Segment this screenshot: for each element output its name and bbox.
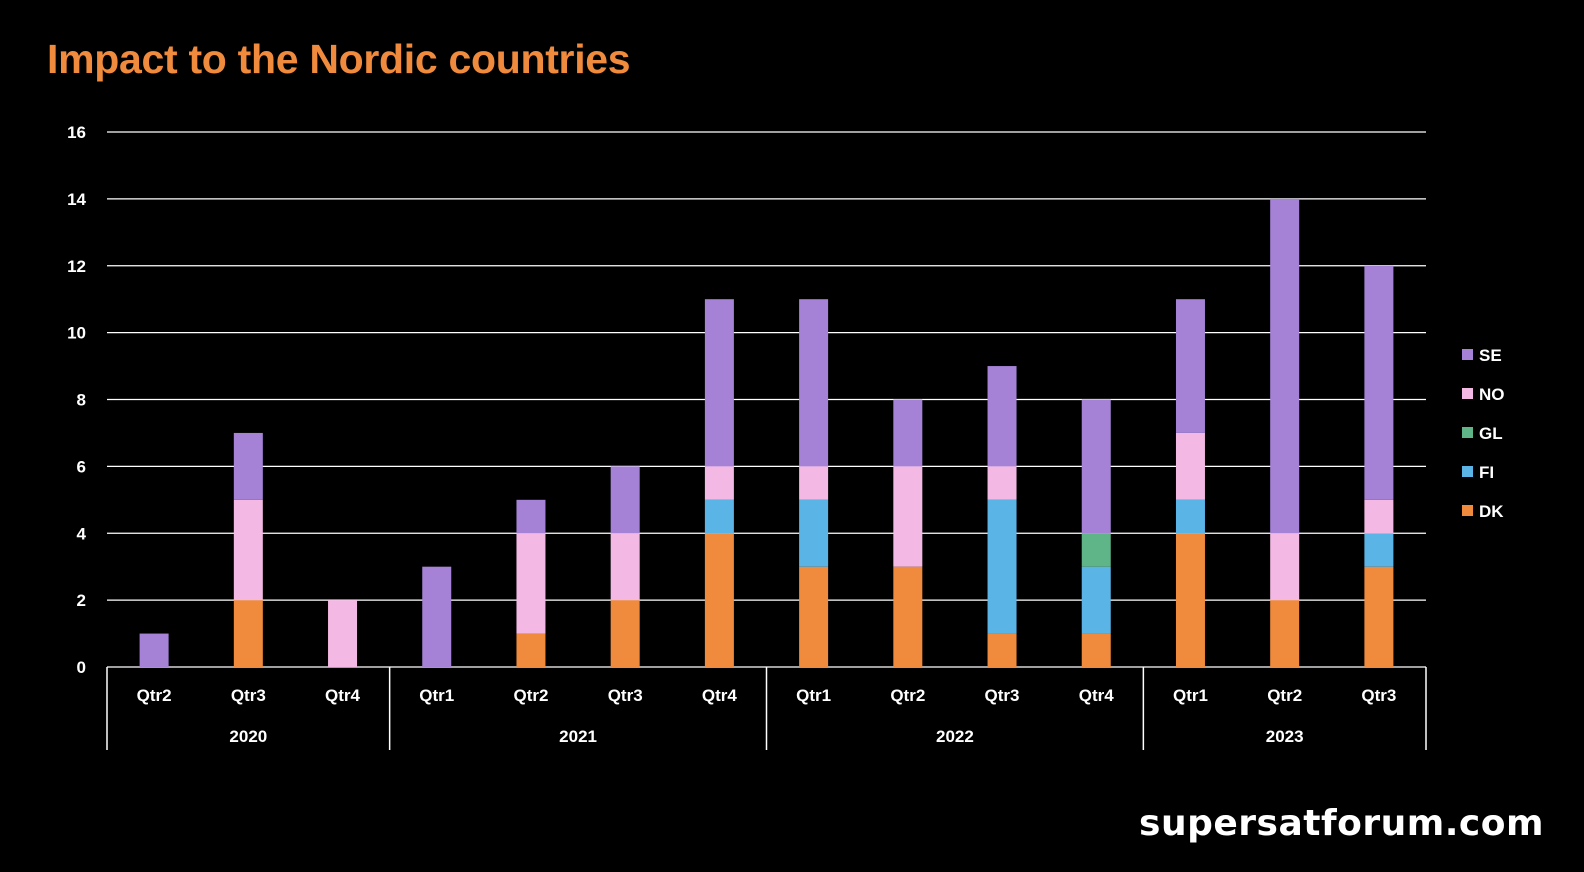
- bar-segment-dk: [987, 633, 1017, 667]
- bar-segment-se: [516, 499, 546, 534]
- bar-segment-se: [987, 366, 1017, 467]
- legend: SE NO GL FI DK: [1462, 346, 1505, 521]
- x-tick-label: Qtr2: [513, 686, 548, 705]
- x-tick-label: Qtr3: [985, 686, 1020, 705]
- legend-swatch-se: [1462, 349, 1473, 360]
- x-tick-label: Qtr2: [890, 686, 925, 705]
- bar-segment-se: [139, 633, 169, 667]
- legend-label: GL: [1479, 424, 1503, 443]
- bar-segment-dk: [704, 533, 734, 667]
- x-tick-label: Qtr1: [1173, 686, 1208, 705]
- bar-segment-no: [1364, 499, 1394, 534]
- y-axis-ticks: 0 2 4 6 8 10 12 14 16: [67, 123, 86, 677]
- legend-label: SE: [1479, 346, 1502, 365]
- bar-segment-fi: [799, 499, 829, 567]
- bar-segment-no: [328, 600, 358, 667]
- y-tick-label: 2: [77, 591, 86, 610]
- x-tick-label: Qtr3: [231, 686, 266, 705]
- x-tick-label: Qtr2: [1267, 686, 1302, 705]
- y-tick-label: 12: [67, 257, 86, 276]
- y-tick-label: 4: [77, 524, 87, 543]
- x-axis: Qtr2 Qtr3 Qtr4 Qtr1 Qtr2 Qtr3 Qtr4 Qtr1 Qtr2 Qtr3…: [106, 667, 1427, 750]
- bar-segment-se: [1270, 198, 1300, 534]
- bar-segment-fi: [1364, 533, 1394, 567]
- bar-segment-dk: [233, 600, 263, 667]
- y-tick-label: 10: [67, 324, 86, 343]
- bar-segment-fi: [987, 499, 1017, 634]
- bar-segment-no: [516, 533, 546, 634]
- watermark-text: supersatforum.com: [1139, 803, 1544, 844]
- bar-segment-se: [233, 432, 263, 500]
- legend-swatch-fi: [1462, 466, 1473, 477]
- bar-segment-se: [799, 299, 829, 467]
- x-tick-label: Qtr1: [796, 686, 831, 705]
- y-tick-label: 6: [77, 457, 86, 476]
- gridlines: [107, 131, 1426, 668]
- bar-segment-no: [893, 466, 923, 567]
- bar-segment-fi: [704, 499, 734, 534]
- legend-swatch-gl: [1462, 427, 1473, 438]
- x-group-label: 2021: [559, 727, 597, 746]
- bar-segment-se: [1364, 265, 1394, 500]
- bar-segment-se: [893, 399, 923, 467]
- bar-segment-no: [704, 466, 734, 500]
- bar-segment-se: [1175, 299, 1205, 433]
- x-group-label: 2020: [229, 727, 267, 746]
- x-tick-label: Qtr3: [1361, 686, 1396, 705]
- y-tick-label: 16: [67, 123, 86, 142]
- bar-segment-no: [1175, 432, 1205, 500]
- bar-segment-no: [799, 466, 829, 500]
- y-tick-label: 0: [77, 658, 86, 677]
- bar-segment-gl: [1081, 533, 1111, 567]
- bar-segment-se: [1081, 399, 1111, 534]
- chart-title: Impact to the Nordic countries: [47, 36, 631, 82]
- y-tick-label: 14: [67, 190, 86, 209]
- bar-segment-se: [704, 299, 734, 467]
- legend-label: NO: [1479, 385, 1505, 404]
- bar-segment-dk: [799, 566, 829, 667]
- x-tick-label: Qtr2: [137, 686, 172, 705]
- bar-segment-dk: [1175, 533, 1205, 667]
- bar-segment-no: [1270, 533, 1300, 601]
- bar-segment-dk: [610, 600, 640, 667]
- bar-segment-no: [987, 466, 1017, 500]
- bar-segment-fi: [1081, 566, 1111, 634]
- bar-segment-dk: [1270, 600, 1300, 667]
- bar-segment-dk: [516, 633, 546, 667]
- x-tick-label: Qtr3: [608, 686, 643, 705]
- bar-segment-no: [610, 533, 640, 601]
- x-tick-label: Qtr1: [419, 686, 454, 705]
- bar-segment-fi: [1175, 499, 1205, 534]
- y-tick-label: 8: [77, 391, 86, 410]
- bar-segment-dk: [893, 566, 923, 667]
- bar-segment-se: [610, 466, 640, 534]
- x-group-label: 2022: [936, 727, 974, 746]
- bar-segment-no: [233, 499, 263, 601]
- bar-segment-dk: [1081, 633, 1111, 667]
- legend-swatch-no: [1462, 388, 1473, 399]
- bar-segment-se: [422, 566, 452, 667]
- x-tick-label: Qtr4: [702, 686, 738, 705]
- legend-label: DK: [1479, 502, 1504, 521]
- x-group-label: 2023: [1266, 727, 1304, 746]
- legend-swatch-dk: [1462, 505, 1473, 516]
- bar-segment-dk: [1364, 566, 1394, 667]
- x-tick-label: Qtr4: [325, 686, 361, 705]
- legend-label: FI: [1479, 463, 1494, 482]
- bars: [139, 198, 1394, 667]
- x-tick-label: Qtr4: [1079, 686, 1115, 705]
